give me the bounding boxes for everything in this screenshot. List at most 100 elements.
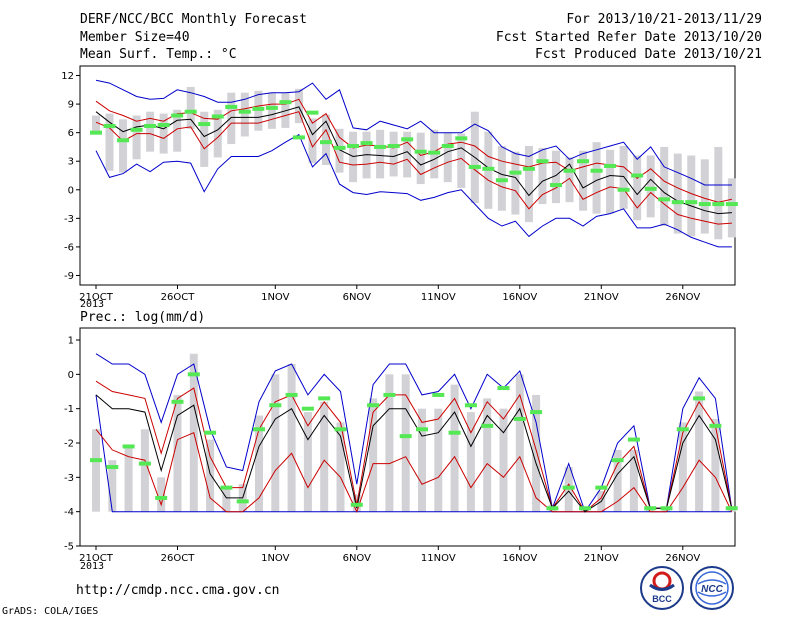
median-line bbox=[95, 394, 733, 513]
mean-marker bbox=[590, 168, 603, 173]
ensemble-bar bbox=[538, 147, 547, 205]
x-tick-label: 26NOV bbox=[665, 292, 700, 303]
ensemble-bar bbox=[303, 412, 312, 512]
mean-marker bbox=[432, 392, 445, 397]
mean-marker bbox=[138, 461, 151, 466]
mean-marker bbox=[252, 106, 265, 111]
ensemble-bar bbox=[434, 408, 443, 512]
upper-spread-line bbox=[95, 380, 733, 513]
y-tick-label: -3 bbox=[64, 473, 74, 484]
mean-marker bbox=[725, 506, 738, 511]
ensemble-bar bbox=[119, 119, 128, 173]
ensemble-bar bbox=[227, 92, 236, 145]
mean-marker bbox=[627, 437, 640, 442]
mean-marker bbox=[117, 138, 130, 143]
ensemble-bar bbox=[483, 398, 492, 512]
ensemble-bar bbox=[633, 155, 642, 221]
mean-marker bbox=[522, 166, 535, 171]
mean-marker bbox=[184, 109, 197, 114]
fcst-started-date: Fcst Started Refer Date 2013/10/20 bbox=[495, 30, 762, 45]
max-line bbox=[95, 353, 733, 513]
bcc-logo-text: BCC bbox=[652, 594, 672, 604]
ensemble-bar bbox=[450, 384, 459, 512]
logo-group: BCC NCC bbox=[640, 566, 734, 610]
mean-marker bbox=[130, 127, 143, 132]
mean-marker bbox=[238, 109, 251, 114]
ensemble-bar bbox=[524, 145, 533, 223]
ensemble-bar bbox=[146, 111, 155, 152]
mean-marker bbox=[333, 145, 346, 150]
source-url: http://cmdp.ncc.cma.gov.cn bbox=[76, 583, 280, 598]
mean-marker bbox=[604, 163, 617, 168]
mean-marker bbox=[693, 396, 706, 401]
ensemble-bar bbox=[532, 394, 541, 512]
mean-marker bbox=[220, 485, 233, 490]
y-tick-label: 0 bbox=[68, 185, 74, 196]
ensemble-bar bbox=[565, 157, 574, 203]
mean-marker bbox=[144, 123, 157, 128]
mean-marker bbox=[671, 200, 684, 205]
bcc-logo: BCC bbox=[640, 566, 684, 610]
ensemble-bar bbox=[416, 132, 425, 185]
mean-marker bbox=[122, 444, 135, 449]
ensemble-bar bbox=[403, 131, 412, 178]
mean-marker bbox=[660, 506, 673, 511]
x-tick-label: 21NOV bbox=[584, 292, 619, 303]
ensemble-bar bbox=[321, 114, 330, 166]
y-tick-label: -4 bbox=[64, 507, 74, 518]
ensemble-bar bbox=[695, 391, 704, 512]
forecast-range: For 2013/10/21-2013/11/29 bbox=[566, 12, 762, 27]
mean-marker bbox=[106, 465, 119, 470]
x-tick-label: 26OCT bbox=[161, 292, 196, 303]
mean-marker bbox=[225, 104, 238, 109]
mean-marker bbox=[644, 506, 657, 511]
mean-marker bbox=[709, 423, 722, 428]
y-tick-label: -5 bbox=[64, 542, 74, 553]
mean-marker bbox=[546, 506, 559, 511]
min-line bbox=[95, 133, 732, 248]
mean-marker bbox=[644, 186, 657, 191]
y-tick-label: 12 bbox=[61, 71, 74, 82]
mean-marker bbox=[285, 392, 298, 397]
x-tick-label: 6NOV bbox=[343, 292, 372, 303]
x-tick-label: 1NOV bbox=[261, 553, 290, 564]
x-tick-label: 21OCT bbox=[79, 553, 114, 564]
mean-marker bbox=[399, 434, 412, 439]
mean-marker bbox=[374, 144, 387, 149]
member-size: Member Size=40 bbox=[80, 30, 190, 45]
mean-marker bbox=[448, 430, 461, 435]
min-line bbox=[95, 394, 732, 513]
mean-marker bbox=[90, 458, 102, 463]
mean-marker bbox=[536, 159, 549, 164]
ensemble-bar bbox=[673, 153, 682, 234]
ensemble-bar bbox=[687, 155, 696, 237]
mean-marker bbox=[171, 113, 184, 118]
ensemble-bar bbox=[613, 449, 622, 512]
chart-title: DERF/NCC/BCC Monthly Forecast bbox=[80, 12, 307, 27]
ensemble-bar bbox=[294, 88, 303, 124]
mean-marker bbox=[549, 183, 562, 188]
ensemble-bar bbox=[157, 477, 166, 512]
mean-marker bbox=[676, 427, 689, 432]
ensemble-bar bbox=[646, 155, 655, 218]
ensemble-bar bbox=[592, 142, 601, 214]
ensemble-bar bbox=[385, 374, 394, 512]
lower-spread-line bbox=[95, 111, 732, 225]
ensemble-bar bbox=[401, 374, 410, 512]
x-tick-label: 16NOV bbox=[502, 292, 537, 303]
mean-marker bbox=[198, 122, 211, 127]
mean-marker bbox=[631, 173, 644, 178]
y-tick-label: 3 bbox=[68, 157, 74, 168]
mean-marker bbox=[301, 406, 314, 411]
y-tick-label: 9 bbox=[68, 100, 74, 111]
ensemble-bar bbox=[660, 146, 669, 226]
ensemble-bar bbox=[222, 487, 231, 512]
ensemble-bar bbox=[124, 446, 133, 512]
ensemble-bar bbox=[457, 133, 466, 188]
mean-marker bbox=[416, 427, 428, 432]
ensemble-bar bbox=[173, 109, 182, 152]
ensemble-bar bbox=[700, 159, 709, 234]
x-tick-label: 6NOV bbox=[343, 553, 372, 564]
lower-spread-line bbox=[95, 428, 733, 514]
ensemble-bar bbox=[287, 364, 296, 512]
